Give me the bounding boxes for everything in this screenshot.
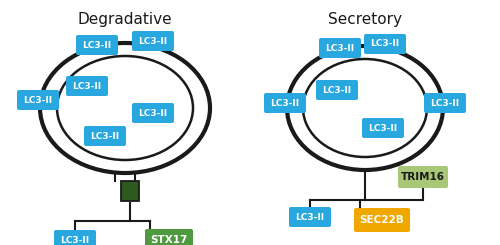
Text: LC3-II: LC3-II — [430, 98, 460, 108]
FancyBboxPatch shape — [398, 166, 448, 188]
FancyBboxPatch shape — [84, 126, 126, 146]
Text: LC3-II: LC3-II — [72, 82, 102, 90]
FancyBboxPatch shape — [354, 208, 410, 232]
Text: STX17: STX17 — [150, 235, 188, 245]
Text: LC3-II: LC3-II — [90, 132, 120, 140]
FancyBboxPatch shape — [17, 90, 59, 110]
Text: LC3-II: LC3-II — [368, 123, 398, 133]
FancyBboxPatch shape — [319, 38, 361, 58]
FancyBboxPatch shape — [289, 207, 331, 227]
FancyBboxPatch shape — [121, 181, 139, 201]
FancyBboxPatch shape — [132, 103, 174, 123]
FancyBboxPatch shape — [66, 76, 108, 96]
FancyBboxPatch shape — [264, 93, 306, 113]
Text: LC3-II: LC3-II — [370, 39, 400, 49]
Text: LC3-II: LC3-II — [24, 96, 52, 105]
Text: LC3-II: LC3-II — [326, 44, 354, 52]
Text: Secretory: Secretory — [328, 12, 402, 27]
Text: LC3-II: LC3-II — [270, 98, 300, 108]
Text: TRIM16: TRIM16 — [401, 172, 445, 182]
FancyBboxPatch shape — [364, 34, 406, 54]
Text: Degradative: Degradative — [78, 12, 172, 27]
FancyBboxPatch shape — [132, 31, 174, 51]
Text: LC3-II: LC3-II — [322, 86, 352, 95]
Text: LC3-II: LC3-II — [138, 109, 168, 118]
FancyBboxPatch shape — [76, 35, 118, 55]
FancyBboxPatch shape — [362, 118, 404, 138]
FancyBboxPatch shape — [424, 93, 466, 113]
FancyBboxPatch shape — [54, 230, 96, 245]
Text: LC3-II: LC3-II — [82, 40, 112, 49]
FancyBboxPatch shape — [145, 229, 193, 245]
FancyBboxPatch shape — [316, 80, 358, 100]
Text: LC3-II: LC3-II — [138, 37, 168, 46]
Text: LC3-II: LC3-II — [60, 235, 90, 245]
Text: LC3-II: LC3-II — [296, 212, 324, 221]
Text: SEC22B: SEC22B — [360, 215, 405, 225]
